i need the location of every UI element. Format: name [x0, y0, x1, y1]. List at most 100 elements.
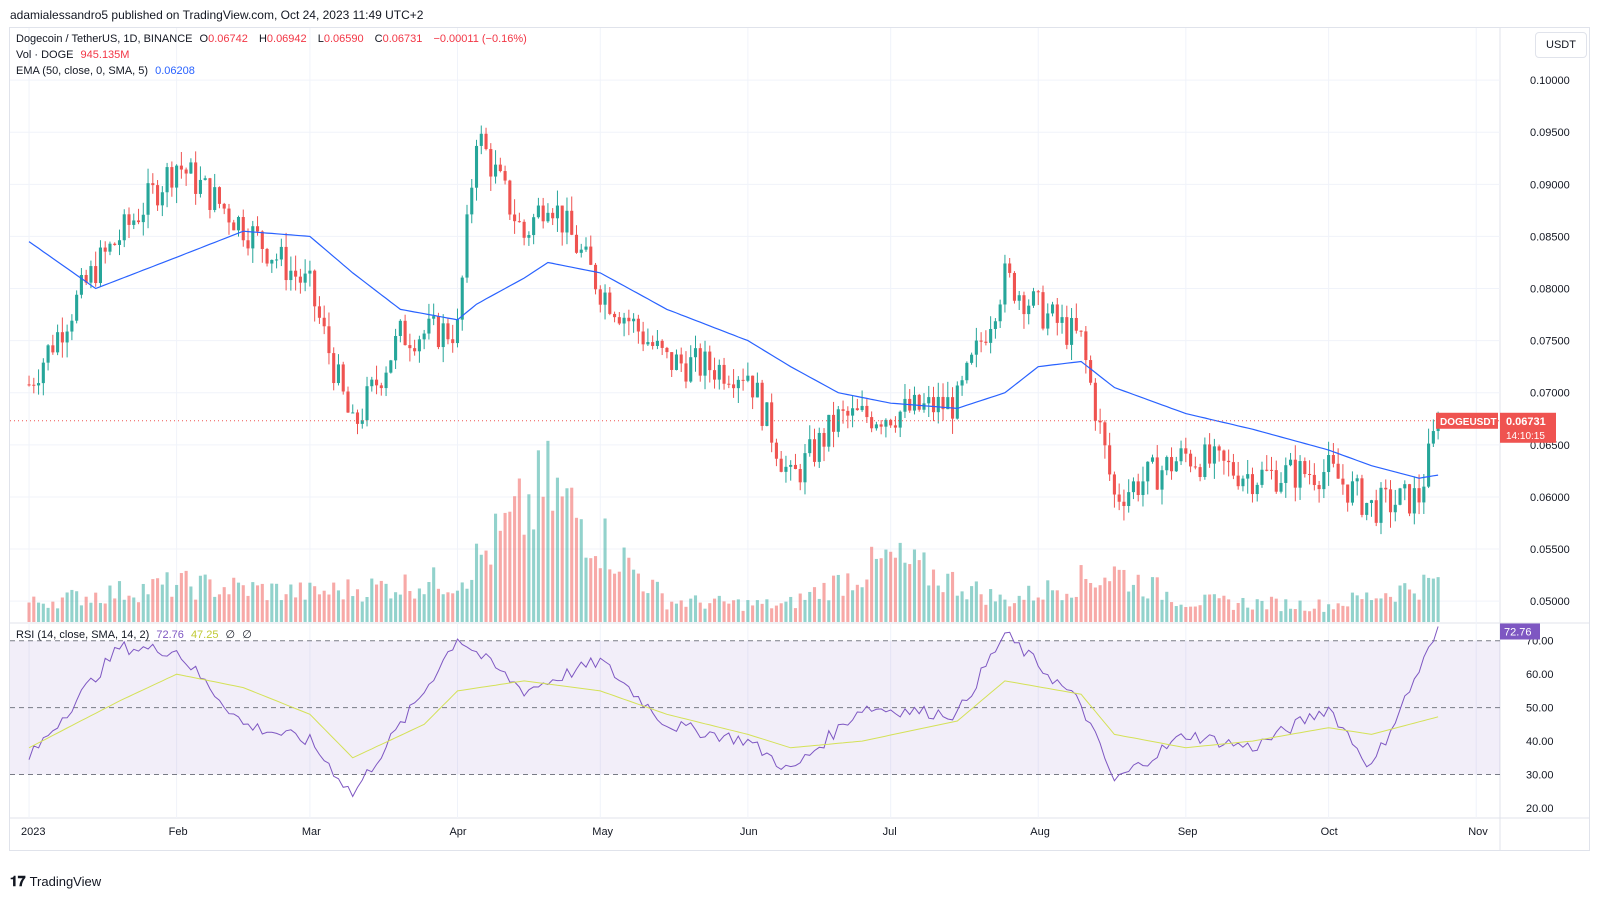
- volume-bar: [1022, 599, 1026, 622]
- volume-bar: [179, 573, 183, 622]
- candle-body: [722, 364, 726, 384]
- candle-body: [603, 292, 607, 305]
- volume-bar: [784, 601, 788, 622]
- volume-bar: [341, 599, 345, 622]
- volume-bar: [360, 601, 364, 622]
- candle-body: [1327, 455, 1331, 473]
- volume-bar: [60, 597, 64, 622]
- volume-bar: [251, 582, 255, 622]
- candle-body: [151, 183, 155, 186]
- volume-bar: [984, 604, 988, 622]
- candle-body: [351, 412, 355, 414]
- candle-body: [1427, 443, 1431, 487]
- volume-label[interactable]: Vol · DOGE: [16, 49, 74, 61]
- candle-body: [1236, 475, 1240, 487]
- candle-body: [56, 332, 60, 353]
- candle-body: [1089, 360, 1093, 383]
- volume-bar: [760, 603, 764, 622]
- volume-bar: [1255, 599, 1259, 622]
- volume-bar: [727, 603, 731, 622]
- candle-body: [298, 276, 302, 283]
- close-label: C: [374, 33, 383, 45]
- chart-canvas[interactable]: 0.10000 0.09500 0.09000 0.08500 0.08000 0.075…: [10, 28, 1590, 850]
- volume-bar: [122, 599, 126, 622]
- candle-body: [1112, 474, 1116, 495]
- currency-button[interactable]: USDT: [1535, 32, 1587, 58]
- footer-brand: TradingView: [29, 874, 102, 889]
- rsi-tick-label: 50.00: [1526, 703, 1554, 715]
- ema-label[interactable]: EMA (50, close, 0, SMA, 5): [16, 65, 149, 77]
- volume-bar: [646, 593, 650, 622]
- candle-body: [931, 397, 936, 413]
- candle-body: [203, 178, 207, 180]
- candle-body: [365, 386, 369, 421]
- candle-body: [460, 277, 464, 320]
- volume-bar: [565, 488, 569, 622]
- volume-bar: [1179, 604, 1183, 622]
- volume-bar: [584, 557, 588, 622]
- candle-body: [1408, 484, 1412, 514]
- volume-bar: [503, 512, 507, 622]
- volume-bar: [41, 603, 45, 622]
- volume-bar: [1031, 600, 1036, 622]
- candle-body: [275, 259, 279, 261]
- rsi-extra-1: ∅: [225, 629, 236, 641]
- candle-body: [32, 384, 36, 386]
- volume-bar: [655, 581, 659, 622]
- candle-body: [579, 249, 583, 253]
- volume-bar: [1160, 599, 1164, 622]
- volume-bar: [294, 597, 298, 622]
- volume-bar: [451, 593, 455, 622]
- volume-bar: [793, 608, 798, 622]
- chart-frame[interactable]: 0.10000 0.09500 0.09000 0.08500 0.08000 0.075…: [9, 27, 1590, 851]
- volume-bar: [513, 496, 517, 622]
- volume-bar: [198, 575, 202, 622]
- candle-body: [427, 318, 431, 334]
- volume-bar: [684, 606, 688, 622]
- volume-bar: [1341, 605, 1345, 622]
- candle-body: [1412, 488, 1416, 514]
- candle-body: [1284, 465, 1288, 483]
- volume-bar: [508, 511, 512, 622]
- volume-bar: [551, 510, 555, 622]
- tv-logo-icon: 𝟏𝟕: [10, 873, 26, 889]
- candle-body: [474, 145, 479, 188]
- volume-bar: [265, 600, 269, 622]
- volume-bar: [1184, 607, 1188, 622]
- volume-bar: [1408, 589, 1412, 622]
- volume-bar: [75, 591, 79, 622]
- candle-body: [746, 375, 750, 381]
- candle-body: [208, 178, 212, 210]
- candle-body: [851, 408, 855, 416]
- volume-bar: [1393, 601, 1397, 622]
- volume-bar: [489, 564, 493, 622]
- candle-body: [584, 246, 588, 250]
- candle-body: [627, 317, 631, 322]
- candle-body: [693, 348, 698, 358]
- rsi-tick-label: 20.00: [1526, 803, 1554, 815]
- volume-bar: [874, 558, 878, 622]
- volume-bar: [84, 596, 88, 622]
- candle-body: [1374, 500, 1378, 523]
- symbol-name[interactable]: Dogecoin / TetherUS, 1D, BINANCE: [16, 33, 193, 45]
- volume-bar: [1141, 596, 1145, 622]
- candle-body: [1293, 459, 1297, 488]
- rsi-label[interactable]: RSI (14, close, SMA, 14, 2): [16, 629, 150, 641]
- candle-body: [441, 323, 445, 348]
- candle-body: [1036, 291, 1040, 293]
- candle-body: [489, 149, 493, 177]
- price-tag: [1500, 412, 1556, 443]
- price-tick-label: 0.05500: [1530, 544, 1570, 556]
- volume-bar: [455, 590, 460, 622]
- tradingview-footer[interactable]: 𝟏𝟕 TradingView: [10, 873, 101, 890]
- volume-bar: [1322, 611, 1326, 622]
- candle-body: [184, 169, 188, 174]
- volume-bar: [593, 556, 598, 622]
- candle-body: [884, 419, 888, 427]
- candle-body: [341, 364, 345, 392]
- candle-body: [122, 214, 126, 241]
- candle-body: [1008, 263, 1012, 273]
- volume-bar: [589, 558, 593, 622]
- candle-body: [1146, 461, 1150, 482]
- volume-bar: [651, 579, 655, 622]
